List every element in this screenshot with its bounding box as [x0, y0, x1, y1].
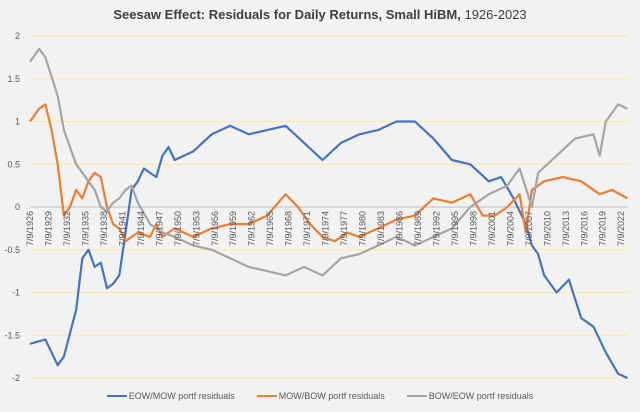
y-tick-label: -1 [12, 288, 20, 298]
x-tick-label: 7/9/1926 [25, 211, 35, 246]
x-tick-label: 7/9/1929 [43, 211, 53, 246]
x-tick-label: 7/9/1953 [191, 211, 201, 246]
x-tick-label: 7/9/1965 [265, 211, 275, 246]
x-tick-label: 7/9/1935 [80, 211, 90, 246]
y-tick-label: 1 [15, 117, 20, 127]
x-tick-label: 7/9/2010 [542, 211, 552, 246]
x-tick-label: 7/9/1980 [358, 211, 368, 246]
legend-item-eow-mow: EOW/MOW portf residuals [106, 391, 235, 401]
x-tick-label: 7/9/2022 [616, 211, 626, 246]
x-tick-label: 7/9/1932 [62, 211, 72, 246]
x-tick-label: 7/9/1989 [413, 211, 423, 246]
x-tick-label: 7/9/2013 [561, 211, 571, 246]
x-tick-label: 7/9/1938 [99, 211, 109, 246]
legend-item-mow-bow: MOW/BOW portf residuals [256, 391, 385, 401]
y-tick-label: 1.5 [7, 74, 20, 84]
series-line-0 [29, 120, 628, 379]
legend-swatch [256, 395, 277, 397]
x-tick-label: 7/9/1974 [321, 211, 331, 246]
y-tick-label: 0.5 [7, 159, 20, 169]
legend-label: MOW/BOW portf residuals [278, 391, 385, 401]
x-tick-label: 7/9/2004 [505, 211, 515, 246]
x-tick-label: 7/9/1971 [302, 211, 312, 246]
x-tick-label: 7/9/1962 [247, 211, 257, 246]
x-tick-label: 7/9/1941 [117, 211, 127, 246]
x-tick-label: 7/9/2016 [579, 211, 589, 246]
y-tick-label: 2 [15, 31, 20, 41]
x-tick-label: 7/9/1944 [136, 211, 146, 246]
legend: EOW/MOW portf residuals MOW/BOW portf re… [0, 391, 640, 401]
y-tick-label: -1.5 [4, 330, 20, 340]
legend-swatch [106, 395, 127, 397]
legend-item-bow-eow: BOW/EOW portf residuals [406, 391, 534, 401]
x-tick-label: 7/9/1992 [431, 211, 441, 246]
x-tick-label: 7/9/1959 [228, 211, 238, 246]
series-line-2 [29, 47, 628, 277]
x-tick-label: 7/9/1950 [173, 211, 183, 246]
y-tick-label: -0.5 [4, 245, 20, 255]
x-tick-label: 7/9/2001 [487, 211, 497, 246]
legend-swatch [406, 395, 427, 397]
x-tick-label: 7/9/2007 [524, 211, 534, 246]
legend-label: EOW/MOW portf residuals [128, 391, 235, 401]
x-tick-label: 7/9/1968 [284, 211, 294, 246]
legend-label: BOW/EOW portf residuals [428, 391, 534, 401]
chart-title-main: Seesaw Effect: Residuals for Daily Retur… [113, 7, 461, 22]
y-tick-label: 0 [15, 202, 20, 212]
x-tick-label: 7/9/1995 [450, 211, 460, 246]
x-tick-label: 7/9/1986 [395, 211, 405, 246]
x-tick-label: 7/9/1998 [468, 211, 478, 246]
x-tick-label: 7/9/1956 [210, 211, 220, 246]
x-tick-label: 7/9/1947 [154, 211, 164, 246]
y-tick-label: -2 [12, 373, 20, 383]
x-tick-label: 7/9/2019 [598, 211, 608, 246]
chart-title: Seesaw Effect: Residuals for Daily Retur… [0, 7, 640, 22]
series-line-1 [29, 103, 628, 243]
chart-title-years: 1926-2023 [464, 7, 527, 22]
x-tick-label: 7/9/1983 [376, 211, 386, 246]
x-tick-label: 7/9/1977 [339, 211, 349, 246]
